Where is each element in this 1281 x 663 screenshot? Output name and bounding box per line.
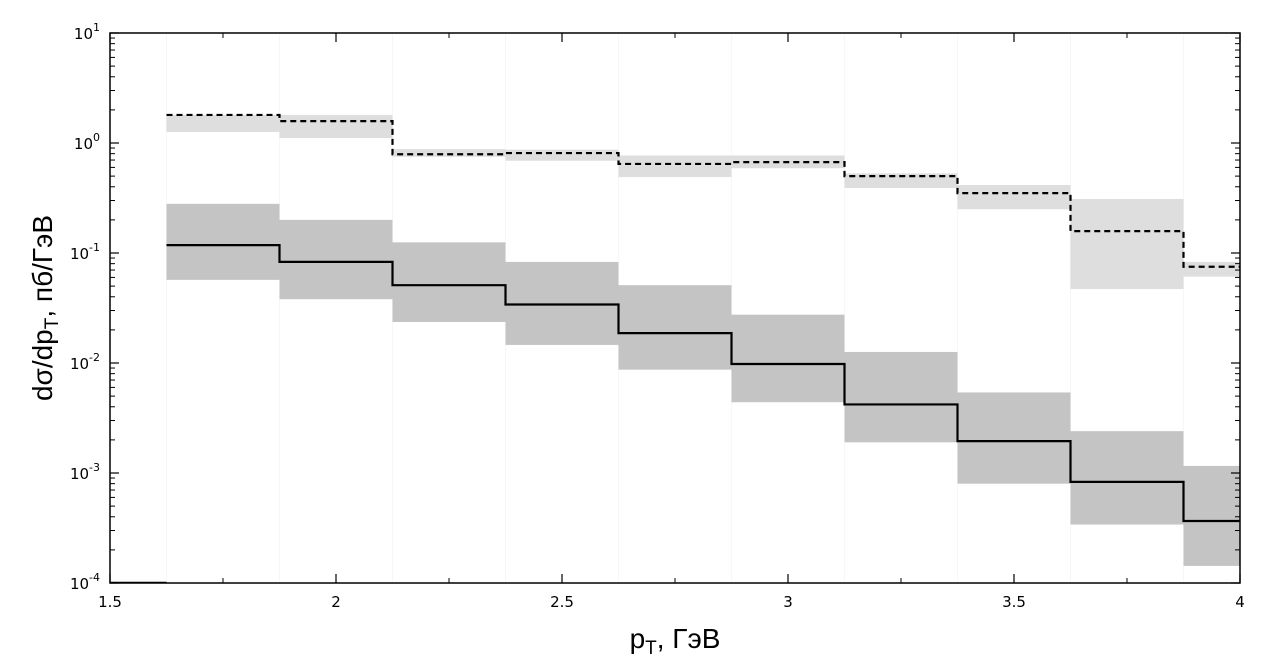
axes: 1.5 2 2.5 3 3.5 4 10-4 10-3 10-2 10-1 100 101 xyxy=(70,21,1245,611)
band-rect xyxy=(957,185,1071,210)
band-rect xyxy=(957,392,1071,484)
band-rect xyxy=(505,261,619,345)
band-rect xyxy=(1070,198,1184,290)
x-tick-label: 4 xyxy=(1235,593,1245,611)
band-rect xyxy=(392,242,506,322)
band-rect xyxy=(844,351,958,443)
uncertainty-bands xyxy=(166,33,1241,583)
x-axis-label: pT, ГэВ xyxy=(630,623,721,659)
band-rect xyxy=(279,114,393,139)
x-tick-label: 1.5 xyxy=(98,593,122,611)
band-rect xyxy=(505,149,619,161)
y-tick-label: 10-2 xyxy=(70,351,100,373)
band-rect xyxy=(1070,431,1184,525)
x-tick-label: 3 xyxy=(783,593,793,611)
band-rect xyxy=(618,285,732,370)
y-tick-label: 101 xyxy=(74,21,100,43)
y-tick-label: 10-4 xyxy=(70,571,100,593)
band-rect xyxy=(166,114,280,132)
y-tick-label: 100 xyxy=(74,131,100,153)
band-rect xyxy=(1183,465,1240,566)
band-rect xyxy=(618,155,732,178)
x-tick-label: 2 xyxy=(331,593,341,611)
x-tick-label: 2.5 xyxy=(550,593,574,611)
band-rect xyxy=(731,314,845,403)
y-tick-label: 10-3 xyxy=(70,461,100,483)
band-rect xyxy=(166,203,280,280)
band-rect xyxy=(1183,261,1240,277)
series-line-solid xyxy=(166,243,1240,523)
band-rect xyxy=(392,149,506,157)
y-tick-label: 10-1 xyxy=(70,241,100,263)
band-rect xyxy=(279,219,393,300)
x-tick-label: 3.5 xyxy=(1002,593,1026,611)
y-axis-label: dσ/dpT, пб/ГэВ xyxy=(27,215,63,401)
